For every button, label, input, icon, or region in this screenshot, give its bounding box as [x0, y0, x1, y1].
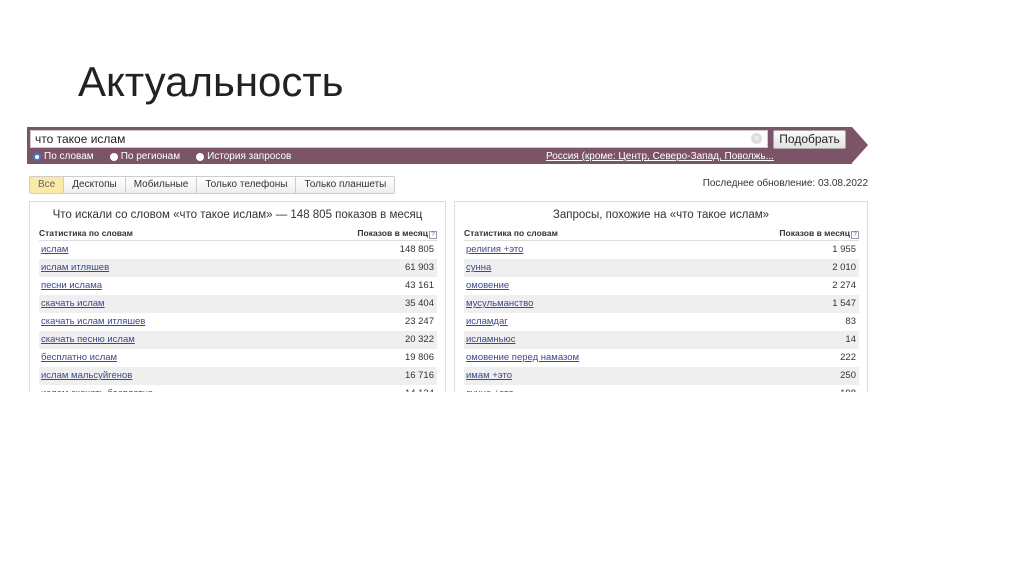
table-row: ислам мальсуйгенов 16 716	[39, 367, 437, 385]
table-row: скачать ислам итляшев 23 247	[39, 313, 437, 331]
radio-icon	[33, 152, 41, 161]
table-row: ислам итляшев 61 903	[39, 259, 437, 277]
wordstat-screenshot: что такое ислам × Подобрать По словам По …	[27, 127, 872, 392]
keyword-link[interactable]: песни ислама	[41, 280, 103, 291]
table-row: омовение 2 274	[464, 277, 859, 295]
tab-phones[interactable]: Только телефоны	[197, 177, 297, 193]
col-words: Статистика по словам	[464, 228, 558, 238]
table-row: исламньюс 14	[464, 331, 859, 349]
table-row: религия +это 1 955	[464, 241, 859, 259]
keyword-link[interactable]: ислам итляшев	[41, 262, 110, 273]
radio-icon	[109, 152, 118, 161]
device-tabs: Все Десктопы Мобильные Только телефоны Т…	[29, 176, 396, 194]
right-panel-title: Запросы, похожие на «что такое ислам»	[552, 209, 770, 221]
col-impressions: Показов в месяц	[779, 228, 850, 238]
impressions-count: 83	[845, 316, 856, 327]
impressions-count: 35 404	[404, 298, 434, 309]
left-panel-title: Что искали со словом «что такое ислам» —…	[52, 209, 423, 221]
tab-desktops[interactable]: Десктопы	[64, 177, 126, 193]
radio-label: История запросов	[207, 151, 292, 162]
slide-title: Актуальность	[78, 58, 344, 105]
keyword-link[interactable]: бесплатно ислам	[41, 352, 118, 363]
impressions-count: 148 805	[399, 244, 434, 255]
impressions-count: 23 247	[404, 316, 434, 327]
impressions-count: 19 806	[404, 352, 434, 363]
table-row: исламдаг 83	[464, 313, 859, 331]
right-panel: Запросы, похожие на «что такое ислам» Ст…	[454, 201, 868, 392]
impressions-count: 2 010	[832, 262, 856, 273]
submit-button[interactable]: Подобрать	[773, 130, 846, 149]
keyword-link[interactable]: имам +это	[466, 370, 513, 381]
impressions-count: 198	[840, 385, 856, 392]
keyword-link[interactable]: ислам скачать бесплатно	[41, 385, 153, 392]
impressions-count: 1 547	[832, 298, 856, 309]
search-query: что такое ислам	[35, 132, 126, 146]
keyword-link[interactable]: ислам	[41, 244, 69, 255]
table-row: ислам 148 805	[39, 241, 437, 259]
table-row: песни ислама 43 161	[39, 277, 437, 295]
last-update: Последнее обновление: 03.08.2022	[702, 178, 868, 189]
impressions-count: 222	[840, 352, 856, 363]
tab-mobile[interactable]: Мобильные	[125, 177, 198, 193]
keyword-link[interactable]: скачать песню ислам	[41, 334, 135, 345]
col-words: Статистика по словам	[39, 228, 133, 238]
keyword-link[interactable]: омовение	[466, 280, 510, 291]
keyword-link[interactable]: скачать ислам итляшев	[41, 316, 146, 327]
keyword-link[interactable]: исламньюс	[466, 334, 516, 345]
table-row: бесплатно ислам 19 806	[39, 349, 437, 367]
keyword-link[interactable]: мусульманство	[466, 298, 534, 309]
search-input[interactable]: что такое ислам ×	[30, 130, 768, 148]
table-row: сунна +это 198	[464, 385, 859, 392]
left-panel: Что искали со словом «что такое ислам» —…	[29, 201, 446, 392]
table-row: скачать песню ислам 20 322	[39, 331, 437, 349]
impressions-count: 1 955	[832, 244, 856, 255]
table-row: имам +это 250	[464, 367, 859, 385]
radio-label: По словам	[44, 151, 94, 162]
bar-arrow	[852, 127, 868, 163]
table-row: ислам скачать бесплатно 14 124	[39, 385, 437, 392]
impressions-count: 250	[840, 370, 856, 381]
table-row: скачать ислам 35 404	[39, 295, 437, 313]
tab-tablets[interactable]: Только планшеты	[296, 177, 395, 193]
table-row: мусульманство 1 547	[464, 295, 859, 313]
help-icon[interactable]: ?	[429, 231, 437, 239]
help-icon[interactable]: ?	[851, 231, 859, 239]
impressions-count: 14	[845, 334, 856, 345]
keyword-link[interactable]: исламдаг	[466, 316, 508, 327]
search-bar: что такое ислам × Подобрать По словам По …	[27, 127, 852, 164]
impressions-count: 43 161	[404, 280, 434, 291]
table-row: омовение перед намазом 222	[464, 349, 859, 367]
keyword-link[interactable]: религия +это	[466, 244, 524, 255]
radio-history[interactable]: История запросов	[196, 151, 291, 162]
impressions-count: 16 716	[404, 370, 434, 381]
clear-icon[interactable]: ×	[751, 133, 762, 144]
table-row: сунна 2 010	[464, 259, 859, 277]
region-link[interactable]: Россия (кроме: Центр, Северо-Запад, Пово…	[546, 151, 774, 162]
impressions-count: 61 903	[404, 262, 434, 273]
tab-all[interactable]: Все	[30, 177, 65, 193]
radio-by-regions[interactable]: По регионам	[109, 151, 181, 162]
impressions-count: 14 124	[405, 385, 434, 392]
keyword-link[interactable]: скачать ислам	[41, 298, 105, 309]
keyword-link[interactable]: омовение перед намазом	[466, 352, 580, 363]
radio-label: По регионам	[120, 151, 181, 162]
col-impressions: Показов в месяц	[357, 228, 428, 238]
radio-by-words[interactable]: По словам	[33, 151, 94, 162]
keyword-link[interactable]: сунна +это	[466, 385, 514, 392]
impressions-count: 2 274	[832, 280, 856, 291]
radio-icon	[196, 152, 205, 161]
keyword-link[interactable]: сунна	[466, 262, 492, 273]
keyword-link[interactable]: ислам мальсуйгенов	[41, 370, 133, 381]
impressions-count: 20 322	[404, 334, 434, 345]
